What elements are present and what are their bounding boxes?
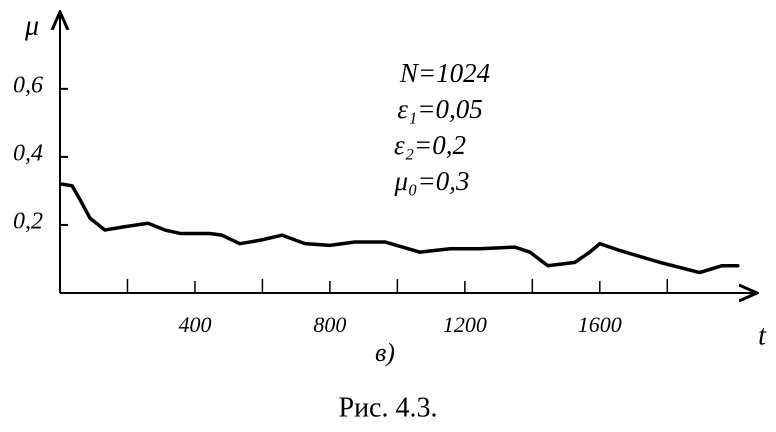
y-tick-label: 0,6 bbox=[13, 72, 43, 98]
y-tick-label: 0,2 bbox=[13, 208, 43, 234]
x-tick-label: 1200 bbox=[443, 312, 487, 337]
annotation: N=1024 bbox=[399, 58, 490, 88]
x-tick-label: 400 bbox=[178, 312, 211, 337]
y-axis-label: μ bbox=[24, 10, 39, 41]
annotation: ε₁=0,05 bbox=[397, 94, 483, 124]
panel-label: в) bbox=[375, 338, 395, 367]
x-tick-label: 1600 bbox=[578, 312, 622, 337]
data-line bbox=[60, 182, 740, 275]
caption: Рис. 4.3. bbox=[339, 392, 438, 423]
x-tick-label: 800 bbox=[313, 312, 346, 337]
annotation: ε₂=0,2 bbox=[394, 130, 466, 160]
annotation: μ₀=0,3 bbox=[394, 166, 470, 196]
x-axis-label: t bbox=[758, 320, 767, 351]
y-tick-label: 0,4 bbox=[13, 140, 43, 166]
